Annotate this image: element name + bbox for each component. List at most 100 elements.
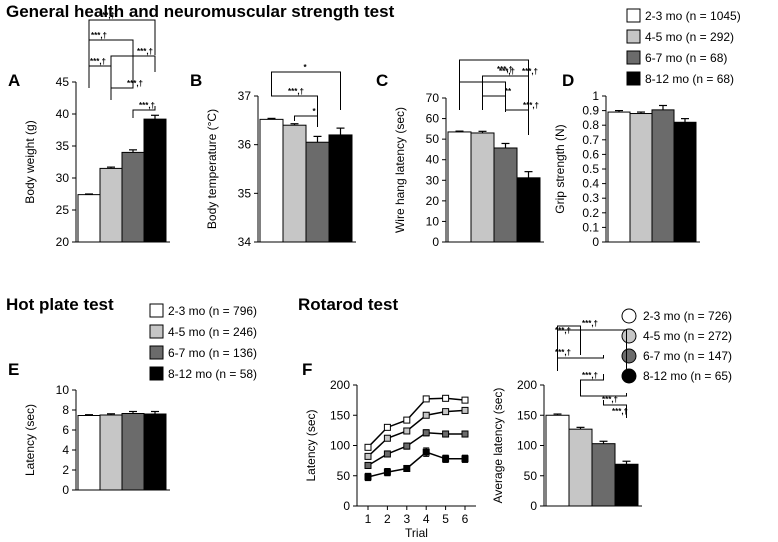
x-axis-label: Trial — [405, 526, 428, 540]
y-tick-label: 36 — [238, 138, 252, 152]
significance-label: ***,† — [612, 407, 628, 416]
bar — [651, 109, 675, 243]
legend-swatch-6-7mo — [149, 345, 164, 360]
data-point — [442, 408, 450, 416]
significance-bracket — [110, 86, 134, 100]
y-tick-label: 0.6 — [582, 147, 599, 161]
bar — [77, 194, 101, 243]
bar — [493, 147, 518, 243]
legend-swatch-2-3mo — [621, 308, 637, 324]
significance-label: ** — [505, 87, 512, 96]
significance-bracket — [294, 115, 318, 127]
bar — [328, 134, 353, 243]
significance-label: ***,† — [497, 65, 513, 74]
legend-general-label: 6-7 mo (n = 68) — [645, 51, 727, 65]
panel-label: B — [190, 71, 202, 90]
data-point — [422, 429, 430, 437]
y-tick-label: 0 — [343, 499, 350, 513]
chart-E: 0 2 4 6 8 10 Latency (sec) E — [8, 360, 170, 497]
data-point — [422, 411, 430, 419]
y-tick-label: 0 — [62, 483, 69, 497]
bar — [99, 167, 123, 243]
data-point — [364, 461, 372, 469]
significance-label: ***,† — [523, 101, 539, 110]
y-tick-label: 40 — [56, 107, 70, 121]
y-tick-label: 50 — [524, 469, 538, 483]
significance-label: ***,† — [91, 31, 107, 40]
series-0 — [364, 394, 469, 451]
y-axis-label: Average latency (sec) — [491, 388, 505, 504]
y-tick-label: 2 — [62, 463, 69, 477]
title-hotplate: Hot plate test — [6, 295, 114, 314]
y-tick-label: 45 — [56, 75, 70, 89]
data-point — [461, 396, 469, 404]
legend-general: 2-3 mo (n = 1045) 4-5 mo (n = 292) 6-7 m… — [626, 8, 741, 86]
legend-swatch-4-5mo — [621, 328, 637, 344]
x-tick-label: 1 — [365, 512, 372, 526]
bar — [568, 428, 593, 507]
chart-F1: 0 50 100 150 200 1 2 3 4 5 6 Trial Latency (sec) F — [302, 360, 476, 540]
bar — [673, 121, 697, 243]
significance-label: ***,† — [582, 319, 598, 328]
significance-bracket — [271, 71, 341, 110]
y-tick-label: 30 — [56, 171, 70, 185]
y-tick-label: 70 — [426, 91, 440, 105]
bar — [545, 414, 570, 507]
bar — [629, 113, 653, 243]
significance-bracket — [482, 75, 529, 115]
data-point — [403, 416, 411, 424]
significance-label: ***,† — [602, 395, 618, 404]
series-1 — [364, 406, 469, 460]
y-tick-label: 200 — [330, 378, 350, 392]
panel-label: D — [562, 71, 574, 90]
y-axis-label: Latency (sec) — [23, 404, 37, 476]
y-tick-label: 0.1 — [582, 220, 599, 234]
y-tick-label: 10 — [426, 214, 440, 228]
bar — [259, 118, 284, 243]
y-tick-label: 35 — [238, 186, 252, 200]
data-point — [422, 448, 430, 456]
significance-label: ***,† — [137, 47, 153, 56]
bar — [614, 463, 639, 507]
y-tick-label: 0 — [432, 235, 439, 249]
significance-bracket — [505, 104, 529, 135]
data-point — [442, 430, 450, 438]
y-tick-label: 25 — [56, 203, 70, 217]
bar — [77, 415, 101, 491]
y-axis-label: Wire hang latency (sec) — [393, 107, 407, 233]
title-rotarod: Rotarod test — [298, 295, 398, 314]
y-tick-label: 60 — [426, 112, 440, 126]
y-tick-label: 34 — [238, 235, 252, 249]
significance-label: ***,† — [99, 11, 115, 20]
x-tick-label: 4 — [423, 512, 430, 526]
legend-hotplate-label: 2-3 mo (n = 796) — [168, 304, 257, 318]
y-tick-label: 0.3 — [582, 191, 599, 205]
legend-swatch-8-12mo — [621, 368, 637, 384]
legend-hotplate-label: 4-5 mo (n = 246) — [168, 325, 257, 339]
significance-bracket — [459, 59, 529, 115]
y-tick-label: 4 — [62, 443, 69, 457]
series-line — [367, 451, 465, 478]
legend-hotplate: 2-3 mo (n = 796) 4-5 mo (n = 246) 6-7 mo… — [149, 303, 257, 381]
significance-bracket — [88, 39, 134, 86]
bar — [143, 118, 167, 243]
y-tick-label: 35 — [56, 139, 70, 153]
data-point — [461, 430, 469, 438]
significance-bracket — [557, 355, 604, 371]
y-tick-label: 0.9 — [582, 104, 599, 118]
series-3 — [364, 447, 469, 482]
y-axis-label: Latency (sec) — [304, 409, 318, 481]
significance-label: ***,† — [127, 79, 143, 88]
legend-rotarod-label: 2-3 mo (n = 726) — [643, 309, 732, 323]
legend-general-label: 4-5 mo (n = 292) — [645, 30, 734, 44]
x-tick-label: 2 — [384, 512, 391, 526]
y-tick-label: 20 — [426, 194, 440, 208]
significance-bracket — [482, 95, 506, 110]
bar — [516, 177, 541, 243]
data-point — [364, 443, 372, 451]
data-point — [442, 394, 450, 402]
y-tick-label: 37 — [238, 89, 252, 103]
y-tick-label: 0.2 — [582, 206, 599, 220]
